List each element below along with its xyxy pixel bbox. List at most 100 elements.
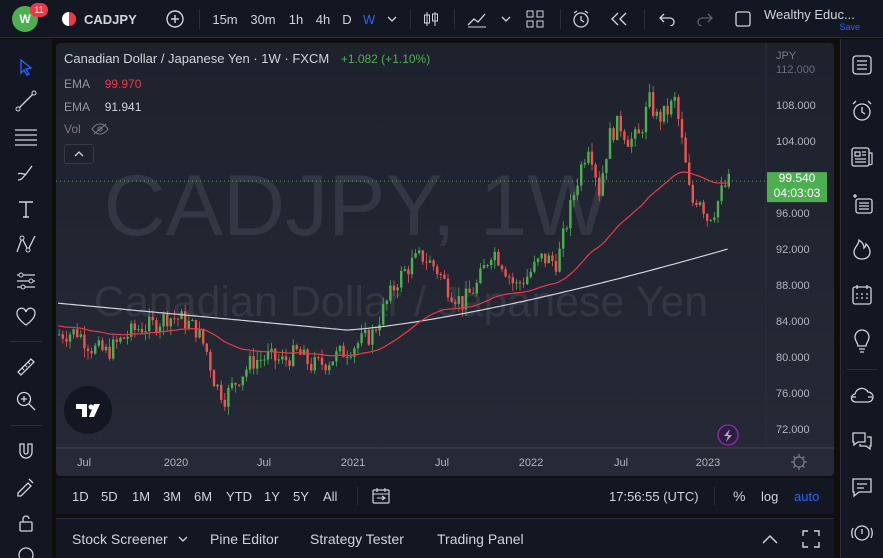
range-1m[interactable]: 1M: [132, 488, 151, 504]
candle: [436, 264, 439, 279]
candle: [65, 330, 68, 347]
interval-dropdown[interactable]: [384, 0, 400, 38]
interval-d[interactable]: D: [342, 11, 352, 27]
tab-strategy-tester[interactable]: Strategy Tester: [310, 531, 404, 547]
percent-scale-toggle[interactable]: %: [733, 488, 746, 504]
cursor-tool[interactable]: [10, 51, 42, 83]
prediction-tool[interactable]: [10, 265, 42, 297]
indicators-dropdown[interactable]: [498, 0, 514, 38]
draw-mode-tool[interactable]: [10, 471, 42, 503]
interval-w[interactable]: W: [362, 11, 376, 27]
lock-tool[interactable]: [10, 507, 42, 539]
candle: [601, 165, 604, 197]
candle: [727, 169, 730, 189]
candle: [565, 225, 568, 233]
candle: [198, 321, 201, 339]
watchlist-button[interactable]: [846, 49, 878, 81]
price-tick-label: 96.000: [776, 208, 810, 220]
user-avatar[interactable]: W 11: [10, 0, 48, 38]
help-button[interactable]: [846, 517, 878, 549]
calendar-button[interactable]: [846, 279, 878, 311]
indicators-button[interactable]: [464, 0, 490, 38]
layout-name-button[interactable]: Wealthy Educ... Save: [764, 0, 870, 38]
candle: [140, 322, 144, 334]
redo-button[interactable]: [692, 0, 718, 38]
messages-button[interactable]: [846, 471, 878, 503]
symbol-search[interactable]: CADJPY: [62, 0, 142, 38]
candle: [130, 320, 133, 341]
candle: [706, 213, 709, 227]
range-5d[interactable]: 5D: [101, 488, 118, 504]
interval-30m[interactable]: 30m: [250, 11, 276, 27]
volume-legend[interactable]: Vol: [64, 122, 109, 136]
visibility-tool[interactable]: [10, 537, 42, 558]
chart-pane[interactable]: CADJPY, 1W Canadian Dollar / Japanese Ye…: [56, 43, 834, 476]
legend-title[interactable]: Canadian Dollar / Japanese Yen · 1W · FX…: [64, 51, 330, 66]
time-tick-label: 2021: [341, 457, 365, 469]
alert-button[interactable]: [568, 0, 594, 38]
utc-clock[interactable]: 17:56:55 (UTC): [609, 488, 699, 504]
price-chart[interactable]: CADJPY, 1W Canadian Dollar / Japanese Ye…: [56, 43, 834, 476]
layout-button[interactable]: [522, 0, 548, 38]
expand-panel-button[interactable]: [762, 519, 778, 558]
interval-15m[interactable]: 15m: [212, 11, 238, 27]
ema-fast-legend[interactable]: EMA 99.970: [64, 77, 141, 91]
date-range-button[interactable]: [372, 478, 390, 514]
fullscreen-toggle[interactable]: [730, 0, 756, 38]
ema-slow-legend[interactable]: EMA 91.941: [64, 100, 141, 114]
chart-settings-icon[interactable]: [791, 454, 807, 470]
candle: [688, 153, 691, 186]
replay-button[interactable]: [606, 0, 632, 38]
candle: [270, 342, 273, 360]
tradingview-logo[interactable]: [64, 386, 112, 434]
log-scale-toggle[interactable]: log: [761, 488, 779, 504]
brush-tool[interactable]: [10, 157, 42, 189]
news-button[interactable]: [846, 141, 878, 173]
maximize-panel-button[interactable]: [802, 519, 820, 558]
ideas-button[interactable]: [846, 325, 878, 357]
candle: [439, 272, 442, 280]
zoom-tool[interactable]: [10, 385, 42, 417]
interval-4h[interactable]: 4h: [315, 11, 331, 27]
candle: [529, 267, 532, 279]
alerts-button[interactable]: [846, 95, 878, 127]
tab-trading-panel[interactable]: Trading Panel: [437, 531, 524, 547]
candle: [482, 258, 486, 269]
range-all[interactable]: All: [323, 488, 338, 504]
range-1y[interactable]: 1Y: [264, 488, 280, 504]
tab-pine-editor[interactable]: Pine Editor: [210, 531, 279, 547]
lock-icon: [19, 515, 33, 532]
time-axis[interactable]: Jul 2020 Jul 2021 Jul 2022 Jul 2023: [77, 457, 720, 469]
chart-type-button[interactable]: [418, 0, 444, 38]
text-tool[interactable]: [10, 193, 42, 225]
ruler-tool[interactable]: [10, 351, 42, 383]
range-ytd[interactable]: YTD: [226, 488, 252, 504]
candle: [590, 142, 594, 171]
candle: [328, 361, 331, 375]
lightning-icon[interactable]: [717, 424, 739, 446]
hotlists-button[interactable]: [846, 233, 878, 265]
candle: [148, 308, 151, 339]
magnet-tool[interactable]: [10, 435, 42, 467]
interval-1h[interactable]: 1h: [288, 11, 304, 27]
icons-tool[interactable]: [10, 301, 42, 333]
range-3m[interactable]: 3M: [163, 488, 182, 504]
collapse-legend-button[interactable]: [64, 144, 94, 164]
chats-button[interactable]: [846, 425, 878, 457]
trend-line-tool[interactable]: [10, 85, 42, 117]
tab-stock-screener[interactable]: Stock Screener: [72, 519, 188, 558]
pattern-tool[interactable]: [10, 229, 42, 261]
streams-button[interactable]: [846, 381, 878, 413]
range-5y[interactable]: 5Y: [293, 488, 309, 504]
candle: [644, 101, 648, 140]
fib-tool[interactable]: [10, 121, 42, 153]
add-list-button[interactable]: [846, 187, 878, 219]
candle: [288, 357, 291, 371]
range-6m[interactable]: 6M: [194, 488, 213, 504]
price-axis[interactable]: 112.000108.000104.000100.00096.00092.000…: [776, 64, 816, 436]
range-1d[interactable]: 1D: [72, 488, 89, 504]
compare-add-button[interactable]: [162, 0, 188, 38]
auto-scale-toggle[interactable]: auto: [794, 488, 820, 504]
undo-button[interactable]: [654, 0, 680, 38]
candle: [551, 251, 554, 267]
